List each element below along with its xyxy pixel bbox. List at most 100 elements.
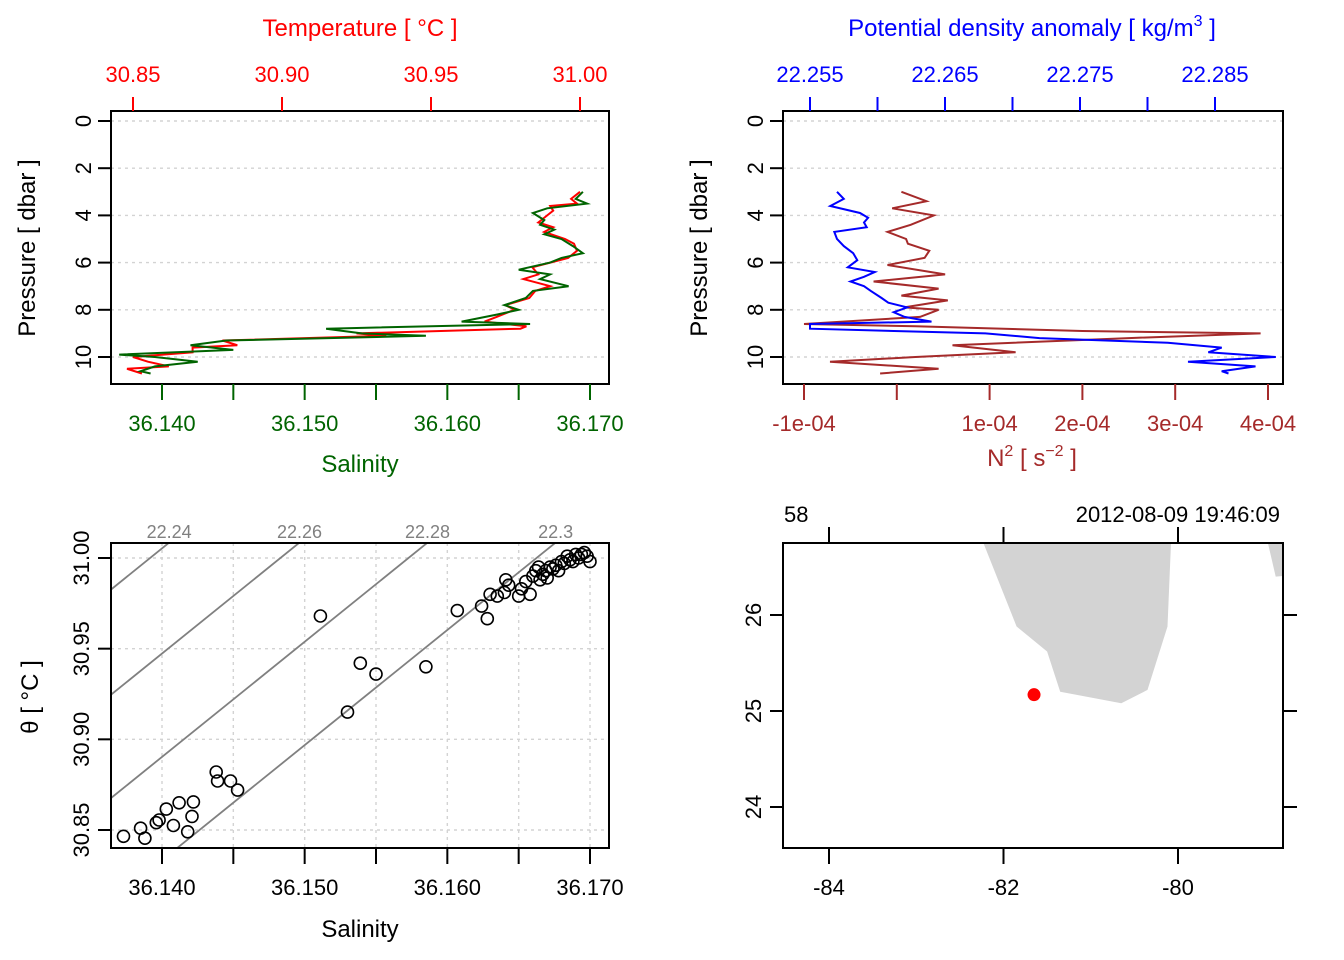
- station-marker-group: [1027, 688, 1041, 702]
- pressure-axis-title: Pressure [ dbar ]: [14, 159, 41, 336]
- ts-point: [186, 795, 201, 809]
- n2-axis: -1e-04 1e-04 2e-04 3e-04 4e-04: [772, 384, 1296, 436]
- ticklabel-longitude: -84: [813, 875, 845, 900]
- ticklabel-pressure: 8: [71, 304, 96, 316]
- ticklabel-density: 22.255: [776, 62, 843, 87]
- density-title-end: ]: [1203, 15, 1216, 42]
- plot-frame: [782, 110, 1284, 385]
- density-line: [809, 191, 1276, 375]
- profile-lines: [119, 191, 592, 375]
- ts-point: [313, 609, 328, 623]
- ticklabel-pressure: 2: [71, 162, 96, 174]
- ticklabel-pressure: 6: [71, 256, 96, 268]
- ticklabel-density: 22.265: [911, 62, 978, 87]
- ticklabel-salinity: 36.170: [556, 875, 623, 900]
- ticklabel-salinity: 36.160: [414, 875, 481, 900]
- station-number-label: 58: [784, 502, 808, 527]
- pressure-axis: 0 2 4 6 8 10: [743, 115, 783, 369]
- ticklabel-density: 22.275: [1046, 62, 1113, 87]
- density-axis: 22.255 22.265 22.275 22.285: [776, 62, 1249, 111]
- land-polygons: [983, 543, 1283, 704]
- salinity-axis: 36.140 36.150 36.160 36.170: [128, 848, 624, 900]
- salinity-axis-title: Salinity: [321, 916, 398, 943]
- ticklabel-salinity: 36.150: [271, 875, 338, 900]
- ts-point: [483, 587, 497, 602]
- ts-points: [116, 545, 597, 846]
- ticklabel-n2: -1e-04: [772, 411, 836, 436]
- isopycnal-label: 22.28: [405, 522, 450, 542]
- ticklabel-salinity: 36.170: [556, 411, 623, 436]
- ts-point: [369, 667, 383, 681]
- isopycnal-line-22.3: [175, 543, 557, 848]
- density-axis-title: Potential density anomaly [ kg/m3 ]: [848, 13, 1216, 42]
- station-marker: [1027, 688, 1041, 702]
- ts-point: [223, 774, 238, 788]
- ts-point: [497, 585, 512, 600]
- ts-point: [474, 599, 489, 613]
- n2-title-superscript: 2: [1004, 443, 1013, 460]
- plot-frame: [110, 110, 610, 385]
- panel-ts-diagram: 22.24 22.26 22.28 22.3 36.140 36.150 36.160 36…: [17, 522, 624, 943]
- ts-point: [210, 774, 225, 788]
- ts-point: [340, 705, 355, 719]
- ticklabel-salinity: 36.160: [414, 411, 481, 436]
- n2-title-main: N: [987, 445, 1004, 472]
- ticklabel-salinity: 36.140: [128, 411, 195, 436]
- plot-frame: [110, 542, 610, 849]
- isopycnal-label: 22.3: [538, 522, 573, 542]
- land-polygon-0: [983, 543, 1171, 704]
- plot-frame: [782, 542, 1284, 849]
- ticklabel-latitude: 26: [741, 603, 766, 627]
- ts-point: [546, 562, 560, 576]
- ts-point: [185, 809, 199, 824]
- ticklabel-pressure: 4: [71, 209, 96, 221]
- ts-point: [480, 611, 495, 626]
- ticklabel-n2: 1e-04: [961, 411, 1017, 436]
- ticklabel-temperature: 30.90: [254, 62, 309, 87]
- ticklabel-theta: 30.95: [69, 621, 94, 676]
- ts-point: [353, 656, 368, 671]
- map-axes: -84 -82 -80 24 25 26: [741, 527, 1297, 900]
- salinity-axis-title: Salinity: [321, 451, 398, 478]
- n2-title-mid: [ s: [1013, 445, 1045, 472]
- ticklabel-theta: 31.00: [69, 530, 94, 585]
- profile-lines: [803, 190, 1276, 375]
- ticklabel-temperature: 31.00: [552, 62, 607, 87]
- ticklabel-salinity: 36.150: [271, 411, 338, 436]
- pressure-grid: [111, 120, 609, 358]
- ticklabel-pressure: 0: [71, 115, 96, 127]
- pressure-axis-title: Pressure [ dbar ]: [686, 159, 713, 336]
- isopycnal-line-22.28: [111, 543, 429, 800]
- ts-point: [172, 795, 186, 810]
- density-title-main: Potential density anomaly [ kg/m: [848, 15, 1194, 42]
- isopycnal-label: 22.26: [277, 522, 322, 542]
- ticklabel-density: 22.285: [1181, 62, 1248, 87]
- ts-point: [450, 603, 465, 618]
- ts-point: [490, 589, 505, 603]
- ts-point: [152, 813, 166, 827]
- ts-point: [180, 824, 195, 839]
- ts-point: [116, 829, 131, 844]
- ticklabel-temperature: 30.85: [105, 62, 160, 87]
- salinity-axis: 36.140 36.150 36.160 36.170: [128, 384, 624, 436]
- ticklabel-n2: 2e-04: [1054, 411, 1110, 436]
- isopycnal-line-22.26: [111, 543, 301, 696]
- ticklabel-theta: 30.85: [69, 802, 94, 857]
- ticklabel-longitude: -82: [988, 875, 1020, 900]
- station-time-label: 2012-08-09 19:46:09: [1076, 502, 1280, 527]
- ticklabel-pressure: 10: [71, 345, 96, 369]
- salinity-line: [119, 191, 592, 375]
- temperature-axis: 30.85 30.90 30.95 31.00: [105, 62, 608, 111]
- ticklabel-pressure: 2: [743, 162, 768, 174]
- ticklabel-theta: 30.90: [69, 712, 94, 767]
- theta-axis-title: θ [ °C ]: [17, 660, 44, 734]
- n2-line: [803, 190, 1261, 375]
- ticklabel-latitude: 25: [741, 699, 766, 723]
- ticklabel-pressure: 8: [743, 304, 768, 316]
- panel-station-map: -84 -82 -80 24 25 26 58 2012-08-09 19:46:09: [741, 502, 1297, 900]
- ts-point: [159, 802, 174, 816]
- isopycnal-lines: 22.24 22.26 22.28 22.3: [111, 522, 573, 848]
- pressure-axis: 0 2 4 6 8 10: [71, 115, 111, 369]
- ticklabel-n2: 4e-04: [1240, 411, 1296, 436]
- ticklabel-temperature: 30.95: [403, 62, 458, 87]
